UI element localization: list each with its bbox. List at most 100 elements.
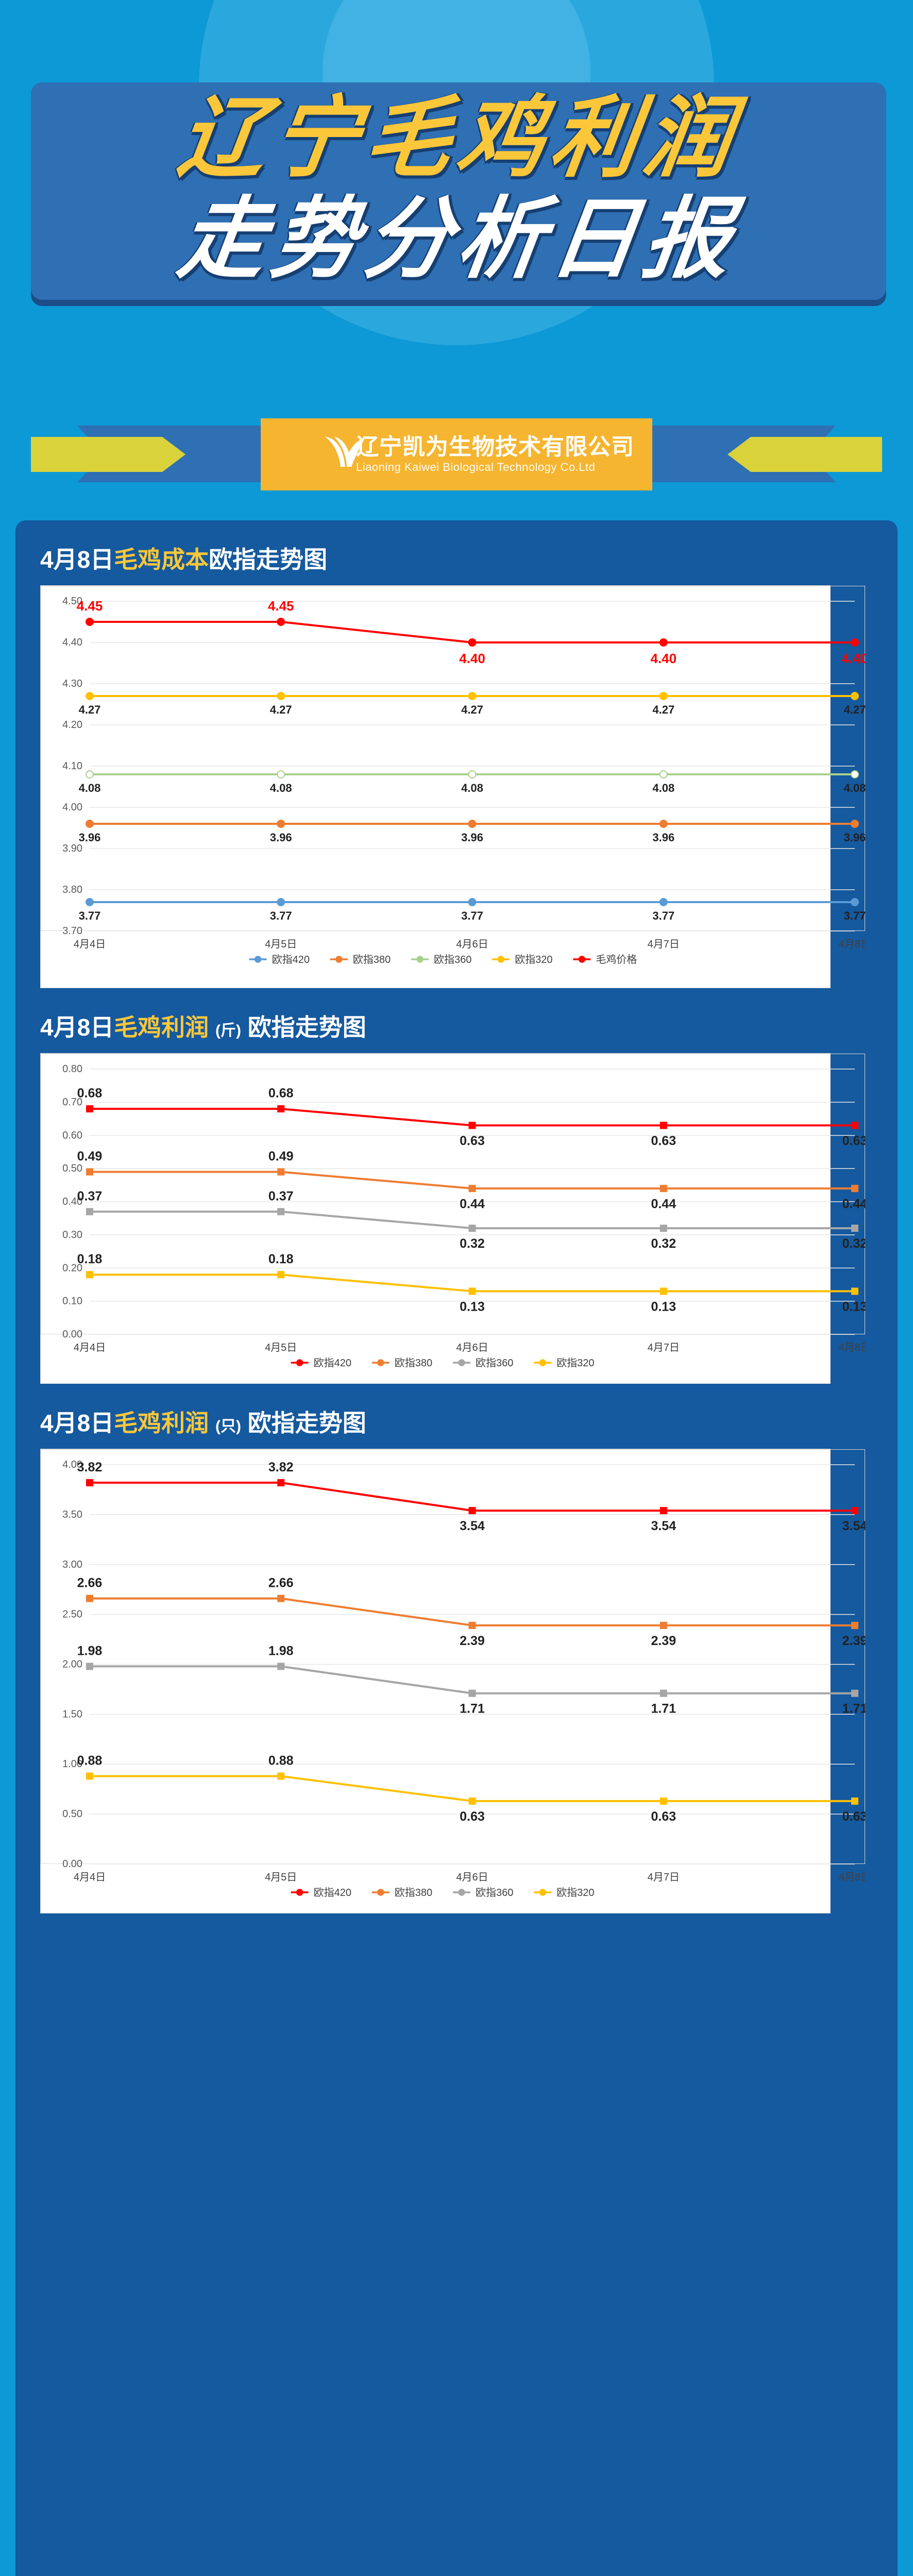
- svg-text:4月4日: 4月4日: [74, 1342, 106, 1353]
- svg-text:0.63: 0.63: [651, 1809, 676, 1824]
- svg-text:0.63: 0.63: [842, 1133, 865, 1148]
- svg-text:0.88: 0.88: [77, 1754, 103, 1768]
- svg-text:4.08: 4.08: [270, 782, 292, 794]
- svg-text:3.54: 3.54: [842, 1519, 865, 1533]
- svg-text:4.30: 4.30: [62, 678, 82, 689]
- svg-text:0.63: 0.63: [651, 1133, 676, 1148]
- svg-text:欧指360: 欧指360: [476, 1357, 513, 1369]
- svg-text:3.50: 3.50: [62, 1509, 82, 1520]
- svg-text:4月8日: 4月8日: [839, 1342, 865, 1353]
- svg-text:3.77: 3.77: [652, 909, 674, 922]
- svg-text:0.30: 0.30: [62, 1229, 82, 1241]
- svg-text:3.77: 3.77: [844, 909, 865, 922]
- svg-text:欧指360: 欧指360: [434, 954, 471, 965]
- svg-text:0.68: 0.68: [77, 1086, 103, 1100]
- svg-text:0.00: 0.00: [62, 1329, 82, 1340]
- svg-text:3.96: 3.96: [844, 831, 865, 844]
- svg-text:0.63: 0.63: [460, 1133, 485, 1148]
- svg-text:4.45: 4.45: [77, 598, 103, 614]
- svg-text:4.00: 4.00: [62, 802, 82, 813]
- svg-text:0.68: 0.68: [268, 1086, 294, 1100]
- svg-text:0.32: 0.32: [842, 1236, 865, 1251]
- svg-text:4.40: 4.40: [459, 651, 485, 666]
- svg-text:0.00: 0.00: [62, 1858, 82, 1870]
- svg-text:3.82: 3.82: [77, 1460, 103, 1475]
- svg-text:4月7日: 4月7日: [648, 1872, 680, 1883]
- svg-text:欧指320: 欧指320: [515, 954, 552, 965]
- svg-text:欧指420: 欧指420: [314, 1887, 351, 1899]
- svg-text:0.18: 0.18: [77, 1252, 103, 1266]
- svg-text:3.96: 3.96: [270, 831, 292, 844]
- svg-text:0.50: 0.50: [62, 1163, 82, 1174]
- svg-text:欧指380: 欧指380: [353, 954, 391, 965]
- svg-text:4月6日: 4月6日: [456, 939, 488, 950]
- svg-text:0.37: 0.37: [268, 1189, 294, 1204]
- svg-text:0.32: 0.32: [651, 1236, 676, 1251]
- svg-text:0.49: 0.49: [268, 1149, 294, 1164]
- svg-text:欧指320: 欧指320: [556, 1357, 594, 1369]
- svg-text:毛鸡价格: 毛鸡价格: [596, 954, 637, 965]
- svg-text:4.45: 4.45: [268, 598, 294, 614]
- svg-text:4月4日: 4月4日: [74, 1872, 106, 1883]
- svg-text:1.98: 1.98: [77, 1643, 103, 1658]
- svg-text:4月5日: 4月5日: [265, 939, 297, 950]
- svg-text:0.13: 0.13: [460, 1299, 485, 1314]
- svg-text:2.66: 2.66: [77, 1576, 103, 1590]
- svg-text:0.80: 0.80: [62, 1063, 82, 1075]
- svg-text:0.60: 0.60: [62, 1130, 82, 1141]
- svg-text:4.08: 4.08: [652, 782, 674, 794]
- svg-text:3.90: 3.90: [62, 843, 82, 854]
- svg-text:0.49: 0.49: [77, 1149, 103, 1164]
- svg-text:3.96: 3.96: [461, 831, 483, 844]
- svg-text:1.50: 1.50: [62, 1708, 82, 1720]
- svg-text:1.98: 1.98: [268, 1643, 294, 1658]
- svg-text:3.77: 3.77: [270, 909, 292, 922]
- svg-text:4.08: 4.08: [844, 782, 865, 794]
- svg-text:4.40: 4.40: [62, 637, 82, 648]
- svg-text:2.50: 2.50: [62, 1609, 82, 1620]
- svg-text:4.20: 4.20: [62, 719, 82, 731]
- svg-text:欧指380: 欧指380: [395, 1357, 432, 1369]
- svg-text:4月7日: 4月7日: [648, 939, 680, 950]
- svg-text:4.27: 4.27: [652, 703, 674, 716]
- svg-text:0.13: 0.13: [842, 1299, 865, 1314]
- svg-text:3.54: 3.54: [651, 1519, 676, 1533]
- svg-text:0.44: 0.44: [651, 1197, 676, 1211]
- svg-text:3.96: 3.96: [652, 831, 674, 844]
- svg-text:4.27: 4.27: [461, 703, 483, 716]
- svg-text:4月6日: 4月6日: [456, 1872, 488, 1883]
- svg-text:2.39: 2.39: [842, 1634, 865, 1648]
- svg-text:3.77: 3.77: [461, 909, 483, 922]
- svg-text:0.32: 0.32: [460, 1236, 485, 1251]
- svg-text:欧指320: 欧指320: [556, 1887, 594, 1899]
- svg-text:3.82: 3.82: [268, 1460, 294, 1475]
- svg-text:1.71: 1.71: [460, 1702, 485, 1716]
- svg-text:0.44: 0.44: [842, 1197, 865, 1211]
- svg-text:0.88: 0.88: [268, 1754, 294, 1768]
- svg-text:2.66: 2.66: [268, 1576, 294, 1590]
- svg-text:0.63: 0.63: [842, 1809, 865, 1824]
- svg-text:0.63: 0.63: [460, 1809, 485, 1824]
- svg-text:4.27: 4.27: [270, 703, 292, 716]
- svg-text:4月8日: 4月8日: [839, 1872, 865, 1883]
- svg-text:4.10: 4.10: [62, 760, 82, 772]
- svg-text:3.54: 3.54: [460, 1519, 485, 1533]
- svg-text:欧指420: 欧指420: [272, 954, 310, 965]
- svg-text:3.80: 3.80: [62, 884, 82, 895]
- svg-text:欧指360: 欧指360: [476, 1887, 513, 1899]
- svg-text:4月5日: 4月5日: [265, 1342, 297, 1353]
- svg-text:0.37: 0.37: [77, 1189, 103, 1204]
- svg-text:4月4日: 4月4日: [74, 939, 106, 950]
- svg-text:4月5日: 4月5日: [265, 1872, 297, 1883]
- svg-text:0.10: 0.10: [62, 1296, 82, 1307]
- svg-text:4.40: 4.40: [842, 651, 865, 666]
- svg-text:0.50: 0.50: [62, 1808, 82, 1820]
- svg-text:1.71: 1.71: [842, 1702, 865, 1716]
- svg-text:0.13: 0.13: [651, 1299, 676, 1314]
- svg-text:1.71: 1.71: [651, 1702, 676, 1716]
- svg-text:欧指380: 欧指380: [395, 1887, 432, 1899]
- svg-text:0.18: 0.18: [268, 1252, 294, 1266]
- svg-text:4.08: 4.08: [79, 782, 101, 794]
- svg-text:2.39: 2.39: [460, 1634, 485, 1648]
- svg-text:3.70: 3.70: [62, 925, 82, 937]
